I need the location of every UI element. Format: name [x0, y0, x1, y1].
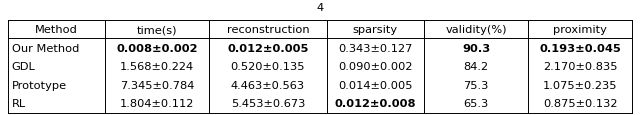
Text: time(s): time(s) [137, 25, 177, 35]
Text: 4: 4 [316, 3, 324, 13]
Text: 0.875±0.132: 0.875±0.132 [543, 99, 618, 108]
Text: 90.3: 90.3 [462, 43, 490, 53]
Text: 0.012±0.008: 0.012±0.008 [335, 99, 416, 108]
Text: Method: Method [35, 25, 78, 35]
Text: 5.453±0.673: 5.453±0.673 [231, 99, 305, 108]
Text: 4.463±0.563: 4.463±0.563 [231, 80, 305, 90]
Text: 75.3: 75.3 [463, 80, 489, 90]
Text: validity(%): validity(%) [445, 25, 507, 35]
Text: GDL: GDL [12, 62, 35, 72]
Text: Prototype: Prototype [12, 80, 67, 90]
Text: sparsity: sparsity [353, 25, 398, 35]
Text: 84.2: 84.2 [463, 62, 489, 72]
Text: 7.345±0.784: 7.345±0.784 [120, 80, 195, 90]
Text: RL: RL [12, 99, 26, 108]
Text: 0.008±0.002: 0.008±0.002 [116, 43, 198, 53]
Text: 1.804±0.112: 1.804±0.112 [120, 99, 195, 108]
Text: 0.090±0.002: 0.090±0.002 [338, 62, 413, 72]
Text: 2.170±0.835: 2.170±0.835 [543, 62, 618, 72]
Text: 0.343±0.127: 0.343±0.127 [338, 43, 413, 53]
Text: proximity: proximity [554, 25, 607, 35]
Text: 0.193±0.045: 0.193±0.045 [540, 43, 621, 53]
Text: 1.075±0.235: 1.075±0.235 [543, 80, 618, 90]
Text: reconstruction: reconstruction [227, 25, 309, 35]
Text: 0.012±0.005: 0.012±0.005 [227, 43, 308, 53]
Text: 0.014±0.005: 0.014±0.005 [338, 80, 413, 90]
Text: Our Method: Our Method [12, 43, 79, 53]
Text: 65.3: 65.3 [463, 99, 489, 108]
Text: 0.520±0.135: 0.520±0.135 [230, 62, 305, 72]
Text: 1.568±0.224: 1.568±0.224 [120, 62, 194, 72]
